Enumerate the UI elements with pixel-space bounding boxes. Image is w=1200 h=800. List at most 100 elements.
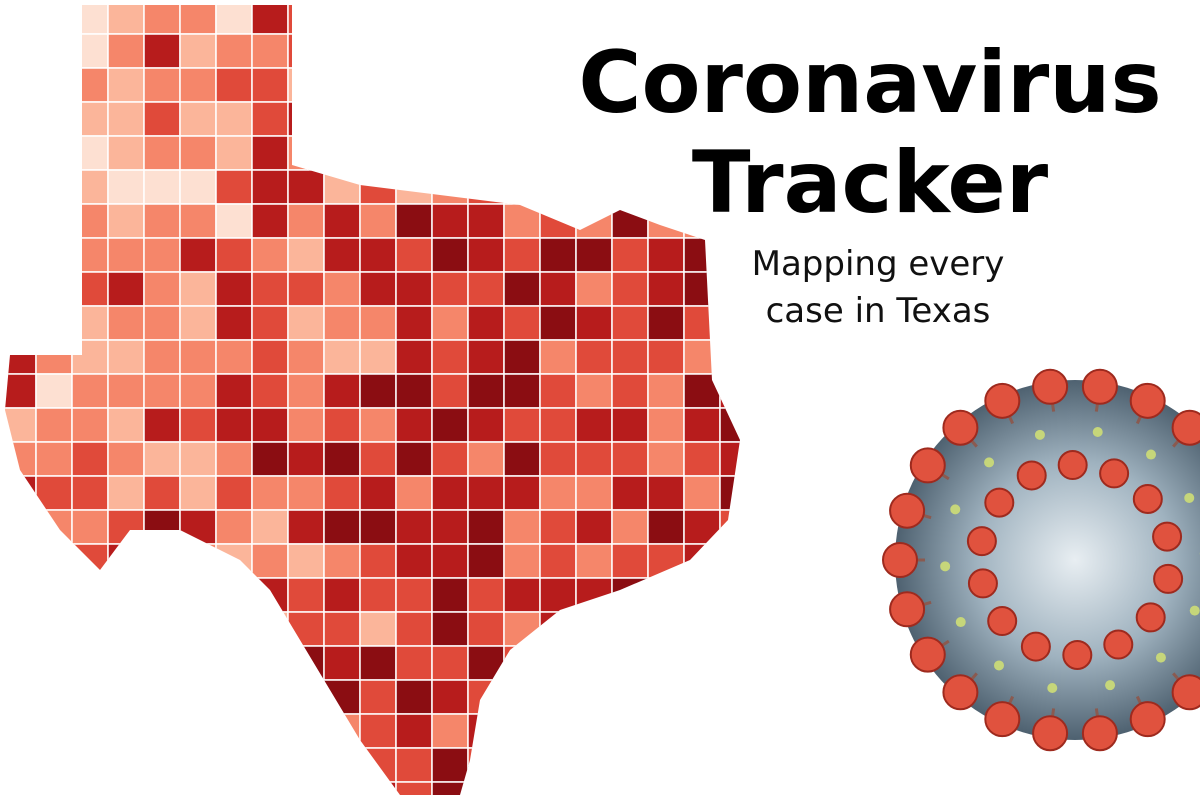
county (467, 713, 505, 749)
county (359, 237, 397, 273)
county (719, 577, 740, 613)
county (5, 679, 37, 715)
county (467, 543, 505, 579)
county (395, 611, 433, 647)
county (143, 509, 181, 545)
county (503, 679, 541, 715)
county (179, 67, 217, 103)
county (647, 509, 685, 545)
county (143, 441, 181, 477)
county (215, 645, 253, 681)
county (215, 781, 253, 795)
county (647, 475, 685, 511)
county (719, 509, 740, 545)
subtitle-line: case in Texas (766, 291, 991, 331)
county (143, 713, 181, 749)
county (251, 271, 289, 307)
county (575, 713, 613, 749)
county (431, 271, 469, 307)
county (647, 713, 685, 749)
county (323, 577, 361, 613)
county (251, 101, 289, 137)
county (179, 203, 217, 239)
county (683, 509, 721, 545)
county (575, 237, 613, 273)
county (5, 509, 37, 545)
county (5, 713, 37, 749)
county (395, 305, 433, 341)
county (251, 475, 289, 511)
county (107, 475, 145, 511)
county (611, 679, 649, 715)
county (251, 305, 289, 341)
surface-protein (984, 487, 1015, 518)
county (575, 509, 613, 545)
county (5, 203, 37, 239)
county (575, 373, 613, 409)
county (539, 543, 577, 579)
county (539, 611, 577, 647)
county (719, 611, 740, 647)
county (323, 713, 361, 749)
county (35, 781, 73, 795)
county (71, 33, 109, 69)
county (431, 543, 469, 579)
county (756, 714, 792, 748)
county (215, 747, 253, 783)
county (287, 747, 325, 783)
county (71, 407, 109, 443)
county (359, 509, 397, 545)
county (251, 747, 289, 783)
county (287, 305, 325, 341)
county (611, 577, 649, 613)
county (179, 611, 217, 647)
county (539, 237, 577, 273)
county (323, 5, 361, 35)
county (611, 781, 649, 795)
county (71, 373, 109, 409)
county (756, 442, 792, 476)
county (359, 305, 397, 341)
spike-head (882, 542, 918, 578)
county (647, 577, 685, 613)
county (287, 713, 325, 749)
county (467, 203, 505, 239)
county (756, 544, 792, 578)
county (287, 509, 325, 545)
county (323, 101, 361, 137)
county (431, 373, 469, 409)
county (611, 747, 649, 783)
spike-head (984, 382, 1021, 419)
county (179, 645, 217, 681)
county (359, 135, 397, 171)
county (539, 407, 577, 443)
county (287, 135, 325, 171)
county (539, 441, 577, 477)
county (683, 611, 721, 647)
county (71, 577, 109, 613)
county (756, 748, 792, 782)
county (395, 135, 433, 171)
county (35, 611, 73, 647)
county (719, 441, 740, 477)
county (71, 713, 109, 749)
county (539, 747, 577, 783)
county (756, 374, 792, 408)
county (215, 237, 253, 273)
county (611, 645, 649, 681)
county (683, 237, 721, 273)
county (71, 509, 109, 545)
county (5, 101, 37, 137)
county (647, 271, 685, 307)
county (71, 747, 109, 783)
surface-protein (1062, 639, 1093, 670)
county (323, 543, 361, 579)
county (179, 305, 217, 341)
county (215, 475, 253, 511)
county (539, 101, 577, 137)
county (611, 339, 649, 375)
county (287, 475, 325, 511)
county (107, 339, 145, 375)
county (323, 611, 361, 647)
county (719, 339, 740, 375)
